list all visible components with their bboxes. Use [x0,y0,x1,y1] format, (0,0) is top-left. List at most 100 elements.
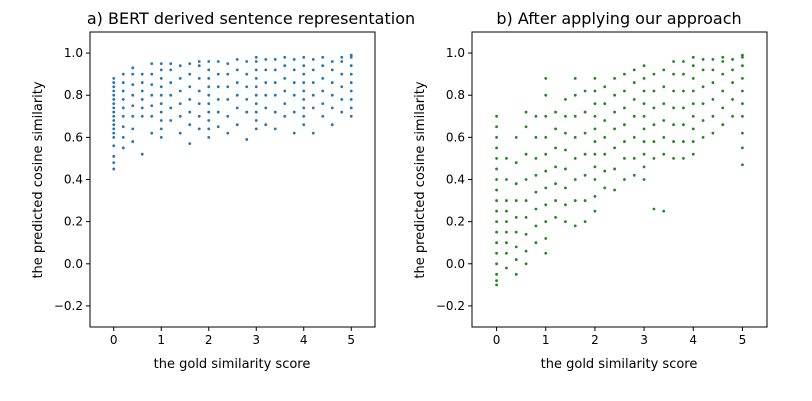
data-point [169,93,173,97]
data-point [112,85,116,89]
data-point [583,152,587,156]
data-point [330,68,334,72]
data-point [623,106,626,110]
data-point [544,251,548,255]
data-point [593,102,597,106]
data-point [311,57,315,61]
data-point [534,157,538,160]
data-point [349,114,353,118]
data-point [691,55,695,59]
data-point [273,127,277,131]
data-point [188,142,192,146]
data-point [721,72,725,76]
data-point [169,119,173,122]
data-point [691,89,695,93]
data-point [216,60,220,63]
data-point [340,98,344,101]
data-point [178,89,182,93]
data-point [741,76,744,80]
data-point [642,102,646,106]
data-point [662,119,666,122]
data-point [741,55,744,59]
data-point [642,140,646,143]
data-point [731,57,734,61]
data-point [662,209,666,213]
data-point [682,89,685,93]
data-point [564,148,567,152]
data-point [544,203,548,207]
data-point [642,127,646,131]
panel-b-points [495,53,744,287]
data-point [741,89,744,93]
data-point [226,62,230,66]
data-point [613,93,616,97]
data-point [741,64,744,68]
data-point [150,131,154,135]
data-point [505,220,508,224]
data-point [593,194,597,198]
data-point [603,169,607,173]
data-point [159,102,163,106]
data-point [573,157,577,160]
data-point [613,127,616,131]
data-point [330,123,334,127]
data-point [254,119,258,122]
data-point [207,68,211,72]
data-point [264,123,268,127]
data-point [495,125,498,129]
data-point [524,152,528,156]
data-point [178,114,182,118]
data-point [159,110,163,114]
data-point [235,106,239,110]
data-point [302,72,306,76]
panel-b-ticks: 0 1 2 3 4 5 −0.2 0.0 0.2 0.4 0.6 0.8 1.0 [436,46,746,347]
data-point [302,81,306,84]
data-point [534,207,538,211]
data-point [682,72,685,76]
data-point [642,64,646,68]
data-point [593,89,597,93]
data-point [226,85,230,89]
data-point [672,60,675,63]
data-point [159,127,163,131]
data-point [140,72,144,76]
data-point [302,98,306,101]
data-point [583,173,587,177]
data-point [495,188,498,192]
data-point [226,98,230,101]
data-point [691,152,695,156]
data-point [254,93,258,97]
data-point [632,68,636,72]
data-point [254,85,258,89]
data-point [544,135,548,139]
data-point [701,102,705,106]
data-point [682,123,685,127]
data-point [245,138,249,141]
panel-b-y-axis-label: the predicted cosine similarity [413,81,428,278]
data-point [112,135,116,139]
data-point [554,165,557,169]
data-point [292,57,296,61]
data-point [330,60,334,63]
data-point [534,241,538,245]
data-point [701,135,705,139]
data-point [292,110,296,114]
data-point [340,60,344,63]
data-point [495,220,498,224]
data-point [672,140,675,143]
data-point [505,178,508,181]
data-point [188,110,192,114]
data-point [691,76,695,80]
data-point [311,106,315,110]
data-point [593,140,597,143]
data-point [534,173,538,177]
data-point [150,72,154,76]
data-point [311,131,315,135]
data-point [741,131,744,135]
data-point [554,199,557,202]
data-point [159,135,163,139]
data-point [207,127,211,131]
data-point [330,93,334,97]
data-point [311,93,315,97]
